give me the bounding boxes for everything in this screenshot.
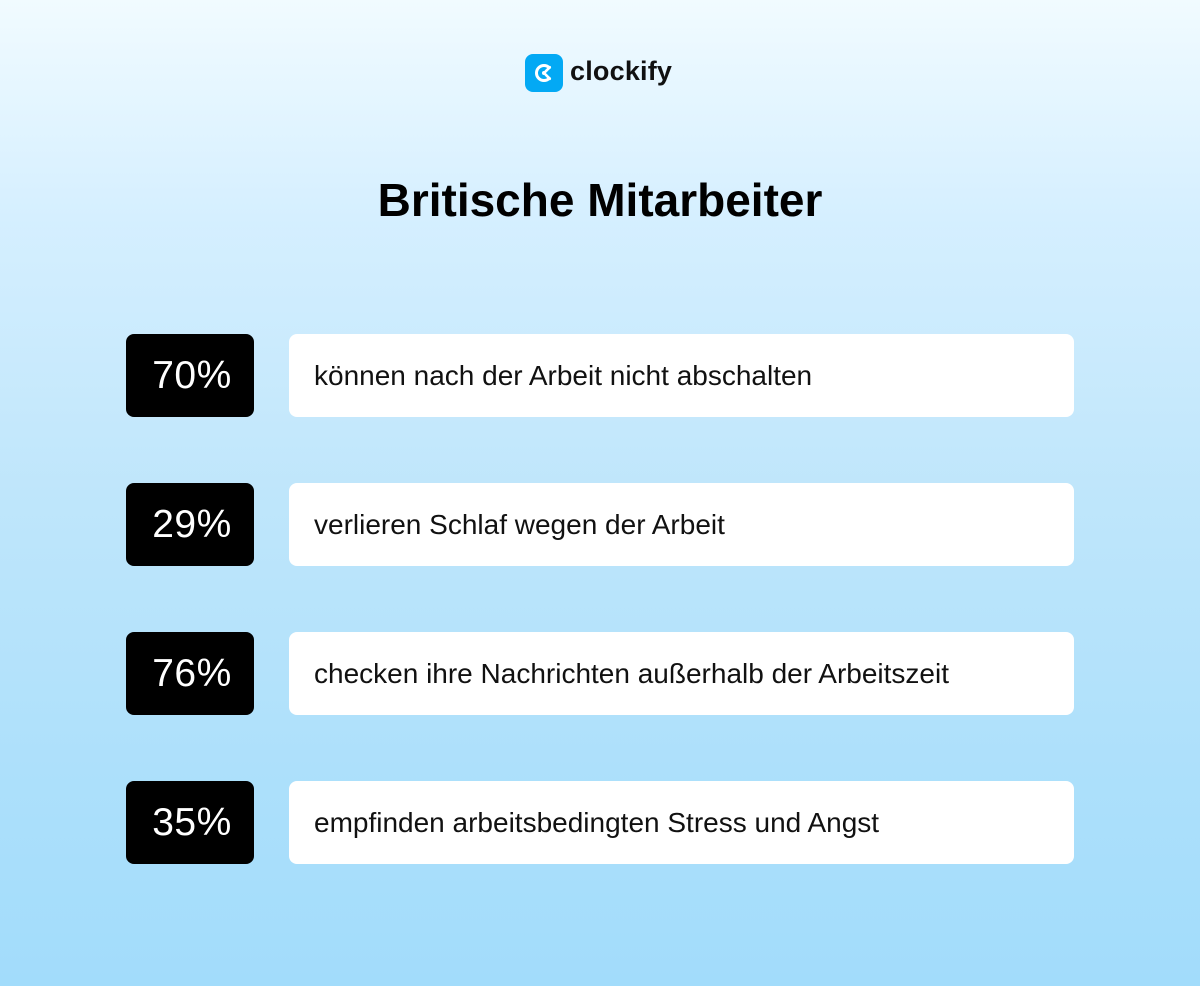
stat-row: 76% checken ihre Nachrichten außerhalb d…: [126, 632, 1074, 715]
clockify-logo-icon: [525, 54, 563, 92]
stat-percentage: 35%: [126, 781, 254, 864]
brand-name: clockify: [570, 55, 673, 86]
stat-row: 70% können nach der Arbeit nicht abschal…: [126, 334, 1074, 417]
stat-description: verlieren Schlaf wegen der Arbeit: [289, 483, 1074, 566]
stats-list: 70% können nach der Arbeit nicht abschal…: [126, 334, 1074, 864]
stat-row: 29% verlieren Schlaf wegen der Arbeit: [126, 483, 1074, 566]
brand-logo: clockify: [525, 53, 672, 93]
stat-percentage: 70%: [126, 334, 254, 417]
stat-row: 35% empfinden arbeitsbedingten Stress un…: [126, 781, 1074, 864]
stat-percentage: 29%: [126, 483, 254, 566]
stat-percentage: 76%: [126, 632, 254, 715]
stat-description: empfinden arbeitsbedingten Stress und An…: [289, 781, 1074, 864]
stat-description: können nach der Arbeit nicht abschalten: [289, 334, 1074, 417]
stat-description: checken ihre Nachrichten außerhalb der A…: [289, 632, 1074, 715]
page-title: Britische Mitarbeiter: [377, 174, 823, 226]
